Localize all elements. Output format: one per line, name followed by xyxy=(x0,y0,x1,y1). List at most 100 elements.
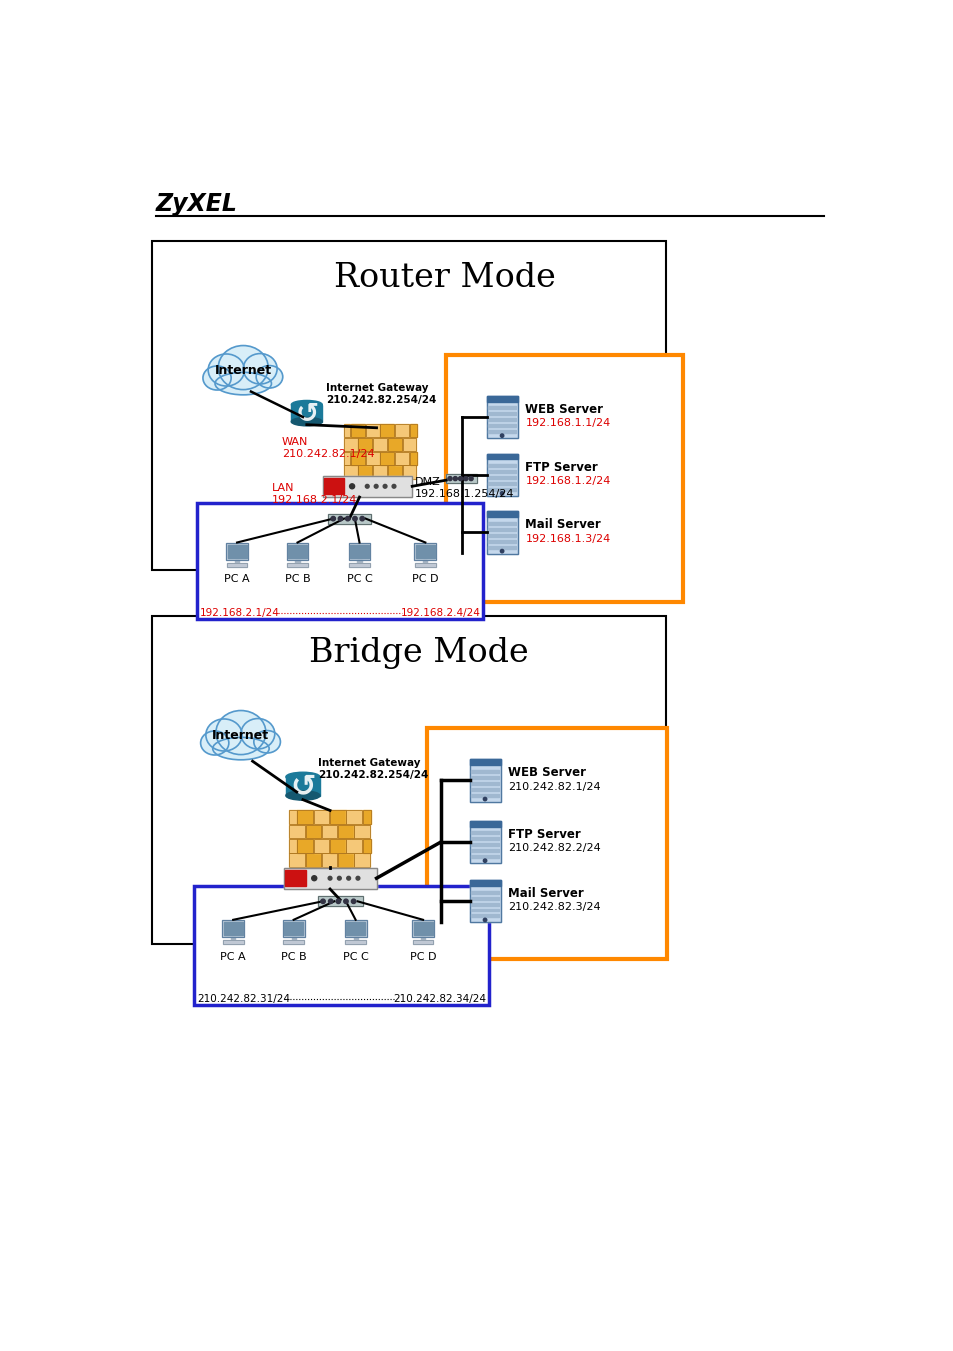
Bar xyxy=(223,940,243,944)
Circle shape xyxy=(500,550,503,553)
Bar xyxy=(410,424,416,436)
Bar xyxy=(488,482,516,485)
Bar xyxy=(152,242,665,570)
Bar xyxy=(289,824,305,838)
Bar xyxy=(488,465,516,467)
Bar xyxy=(471,855,498,858)
Bar xyxy=(471,770,498,773)
Bar xyxy=(343,424,350,436)
Bar xyxy=(330,811,345,824)
Text: WEB Server: WEB Server xyxy=(525,403,602,416)
Ellipse shape xyxy=(253,731,280,753)
Bar xyxy=(362,811,371,824)
Ellipse shape xyxy=(206,719,242,751)
Bar xyxy=(282,920,304,938)
Bar xyxy=(297,811,313,824)
Circle shape xyxy=(453,477,456,481)
Bar xyxy=(337,854,354,867)
Circle shape xyxy=(359,516,364,521)
Ellipse shape xyxy=(215,711,266,755)
Bar xyxy=(471,890,498,894)
Bar xyxy=(322,476,412,497)
Bar xyxy=(414,543,436,559)
Bar xyxy=(344,920,366,938)
Bar xyxy=(410,451,416,465)
Bar xyxy=(314,839,329,852)
Bar xyxy=(289,811,296,824)
Text: 210.242.82.3/24: 210.242.82.3/24 xyxy=(508,902,600,912)
Text: 210.242.82.31/24: 210.242.82.31/24 xyxy=(197,994,291,1004)
Bar xyxy=(291,405,322,422)
Ellipse shape xyxy=(291,417,322,426)
Bar xyxy=(469,759,500,801)
Bar xyxy=(412,920,434,938)
Bar xyxy=(351,424,365,436)
Bar xyxy=(387,438,401,451)
Bar xyxy=(471,775,498,778)
Bar xyxy=(423,559,427,563)
Text: PC A: PC A xyxy=(224,574,250,585)
Bar xyxy=(488,539,516,543)
Bar xyxy=(486,396,517,438)
Bar xyxy=(317,896,362,907)
Circle shape xyxy=(335,900,340,904)
Bar xyxy=(395,424,409,436)
Circle shape xyxy=(469,477,473,481)
Bar xyxy=(380,451,394,465)
Bar xyxy=(373,438,387,451)
Ellipse shape xyxy=(286,790,319,800)
Ellipse shape xyxy=(286,773,319,781)
Bar xyxy=(288,544,307,558)
Ellipse shape xyxy=(208,354,244,386)
Text: FTP Server: FTP Server xyxy=(508,828,580,840)
Bar xyxy=(305,824,321,838)
Circle shape xyxy=(351,900,355,904)
Bar xyxy=(380,451,394,465)
Circle shape xyxy=(312,875,316,881)
Bar xyxy=(410,424,416,436)
Bar xyxy=(283,867,376,889)
Bar xyxy=(358,466,372,478)
Bar xyxy=(289,854,305,867)
Bar xyxy=(355,854,370,867)
Bar xyxy=(469,821,500,863)
Bar xyxy=(365,424,379,436)
Bar xyxy=(410,451,416,465)
Bar xyxy=(365,451,379,465)
Circle shape xyxy=(349,484,355,489)
Bar xyxy=(286,777,319,796)
Ellipse shape xyxy=(291,400,322,409)
Bar xyxy=(387,438,401,451)
Bar xyxy=(412,920,434,938)
Bar xyxy=(414,543,436,559)
Bar xyxy=(380,424,394,436)
Bar xyxy=(328,513,371,524)
Text: PC B: PC B xyxy=(284,574,310,585)
Bar xyxy=(486,454,517,496)
Bar xyxy=(357,559,361,563)
Text: PC D: PC D xyxy=(410,951,436,962)
Bar xyxy=(488,546,516,549)
Bar xyxy=(469,759,500,801)
Bar xyxy=(289,839,296,852)
Bar xyxy=(402,438,416,451)
Bar xyxy=(446,474,476,484)
Bar xyxy=(297,811,313,824)
Bar xyxy=(415,563,436,567)
Circle shape xyxy=(483,859,486,862)
Text: PC C: PC C xyxy=(342,951,368,962)
Bar xyxy=(324,478,343,494)
Text: Internet: Internet xyxy=(214,365,272,377)
Bar xyxy=(343,466,357,478)
Bar xyxy=(355,854,370,867)
Bar xyxy=(488,424,516,427)
Bar xyxy=(358,438,372,451)
Circle shape xyxy=(346,877,350,880)
Bar xyxy=(469,759,500,765)
Bar xyxy=(328,513,371,524)
Bar xyxy=(286,543,308,559)
Bar xyxy=(471,782,498,785)
Bar xyxy=(337,824,354,838)
Text: ↺: ↺ xyxy=(290,773,315,801)
Bar xyxy=(321,824,337,838)
